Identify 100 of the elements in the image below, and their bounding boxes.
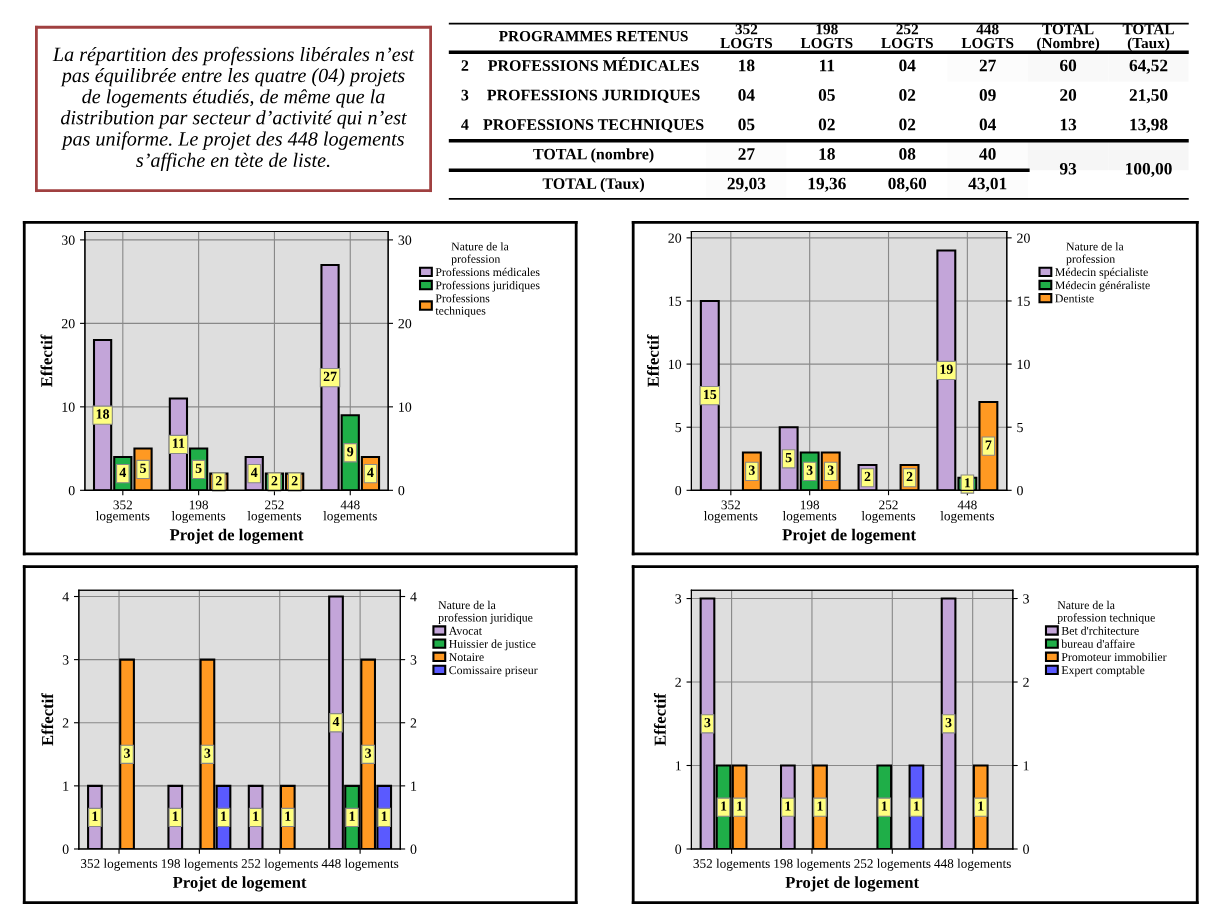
y-tick-label: 1 [63, 781, 69, 791]
y-tick-label: 15 [669, 296, 682, 306]
legend-label: Médecin généraliste [1055, 280, 1150, 292]
data-label: 3 [748, 465, 755, 475]
data-label: 1 [253, 811, 259, 821]
x-axis-title: Projet de logement [172, 876, 307, 892]
x-tick-label: 448 logements [934, 858, 1011, 871]
x-tick-label: 198 logements [161, 858, 238, 871]
y2-tick-label: 0 [398, 485, 405, 496]
data-label: 64,52 [1129, 59, 1168, 74]
data-label: 08,60 [888, 177, 927, 192]
data-label: 04 [899, 59, 916, 72]
y-tick-label: 30 [61, 235, 75, 245]
y2-tick-label: 20 [1017, 233, 1030, 243]
y-tick-label: PROFESSIONS JURIDIQUES [487, 89, 700, 103]
data-label: 1 [881, 801, 888, 811]
x-tick-label: 448 logements [323, 500, 377, 524]
x-tick-label: 352 logements [80, 858, 158, 871]
data-label: 3 [827, 465, 834, 475]
x-tick-label: 252 logements [854, 858, 931, 871]
data-label: 1 [965, 478, 971, 488]
data-label: 02 [818, 118, 835, 131]
data-label: 02 [899, 118, 916, 131]
legend-label: Comissaire priseur [449, 666, 538, 677]
data-label: 5 [140, 463, 146, 473]
x-tick-label: 198 logements [774, 858, 851, 871]
x-tick-label: 252 LOGTS [881, 24, 933, 49]
data-label: 08 [899, 148, 916, 160]
y2-tick-label: 0 [410, 844, 417, 854]
data-label: 9 [347, 446, 354, 457]
legend-title: Nature de la profession juridique [438, 600, 533, 625]
legend-label: Expert comptable [1061, 665, 1145, 677]
legend-label: Promoteur immobilier [1061, 652, 1167, 662]
y-tick-label: PROFESSIONS MÉDICALES [488, 57, 699, 71]
y-tick-label: 20 [668, 233, 682, 243]
y2-tick-label: 20 [398, 318, 412, 329]
data-label: 29,03 [727, 177, 766, 192]
data-label: 13,98 [1130, 118, 1168, 133]
legend-title: Nature de la profession [1066, 242, 1124, 266]
y2-tick-label: 3 [1023, 594, 1029, 604]
data-label: 5 [785, 453, 792, 463]
data-label: 2 [271, 476, 278, 486]
data-label: 09 [979, 89, 996, 101]
y2-tick-label: 30 [398, 235, 412, 245]
x-tick-label: 352 logements [693, 858, 770, 871]
x-tick-label: 352 logements [703, 500, 758, 524]
data-label: 18 [739, 59, 755, 72]
data-label: 60 [1060, 59, 1077, 72]
data-label: 13 [1060, 118, 1077, 131]
data-label: 4 [367, 467, 374, 477]
data-label: 27 [323, 371, 337, 381]
y2-tick-label: 2 [1023, 677, 1029, 687]
data-label: 04 [738, 89, 755, 101]
y-tick-label: 20 [61, 318, 75, 329]
data-label: 1 [349, 811, 355, 821]
x-tick-label: 352 logements [95, 500, 150, 524]
x-axis-title: Projet de logement [785, 876, 920, 892]
data-label: 3 [945, 717, 952, 728]
y-tick-label: 10 [669, 359, 682, 370]
data-label: 4 [250, 467, 258, 477]
x-tick-label: 252 logements [247, 500, 302, 524]
y2-tick-label: 0 [1017, 485, 1023, 496]
data-label: 1 [721, 801, 727, 811]
data-label: 21,50 [1129, 89, 1168, 104]
data-label: 1 [92, 811, 98, 821]
y-tick-label: 5 [675, 422, 682, 433]
data-label: 11 [820, 59, 835, 72]
y-tick-label: 1 [675, 761, 681, 771]
y2-tick-label: 4 [461, 119, 469, 130]
data-label: 19 [940, 364, 953, 374]
data-label: 43,01 [968, 177, 1007, 192]
x-tick-label: 448 logements [940, 500, 995, 524]
data-label: 3 [365, 748, 372, 758]
data-label: 3 [124, 748, 131, 758]
legend-title: Nature de la profession [451, 242, 509, 266]
y-tick-label: 3 [62, 655, 69, 665]
x-axis-title: Projet de logement [169, 528, 304, 544]
data-label: 20 [1060, 89, 1077, 101]
y-tick-label: 2 [675, 677, 681, 687]
y-axis-title: Effectif [40, 334, 53, 388]
legend-label: Huissier de justice [449, 639, 536, 651]
data-label: 93 [1059, 162, 1077, 175]
data-label: 05 [738, 118, 755, 131]
legend-label: Avocat [448, 626, 482, 635]
x-tick-label: 198 logements [171, 500, 226, 524]
x-axis-title: Projet de logement [782, 528, 916, 544]
data-label: 1 [817, 801, 823, 811]
data-label: 18 [819, 148, 835, 160]
data-label: 7 [985, 440, 992, 450]
chart-title: PROGRAMMES RETENUS [498, 31, 688, 42]
y2-tick-label: 5 [1017, 422, 1023, 433]
y2-tick-label: 4 [410, 592, 417, 602]
text: La répartition des professions libérales n’est pas équilibrée entre les quatre (04) projets de logements étudiés, de même que la distribution par secteur d’activité qui n’est pas uniforme. Le projet des 448 logements s’affiche en tète de liste. [52, 46, 415, 172]
legend-title: Nature de la profession technique [1057, 600, 1155, 625]
y-tick-label: 0 [62, 844, 69, 854]
y-tick-label: 0 [68, 485, 75, 496]
data-label: 3 [204, 748, 211, 758]
data-label: 4 [119, 467, 127, 477]
x-tick-label: 252 logements [241, 858, 318, 871]
y-tick-label: TOTAL (nombre) [533, 148, 654, 163]
